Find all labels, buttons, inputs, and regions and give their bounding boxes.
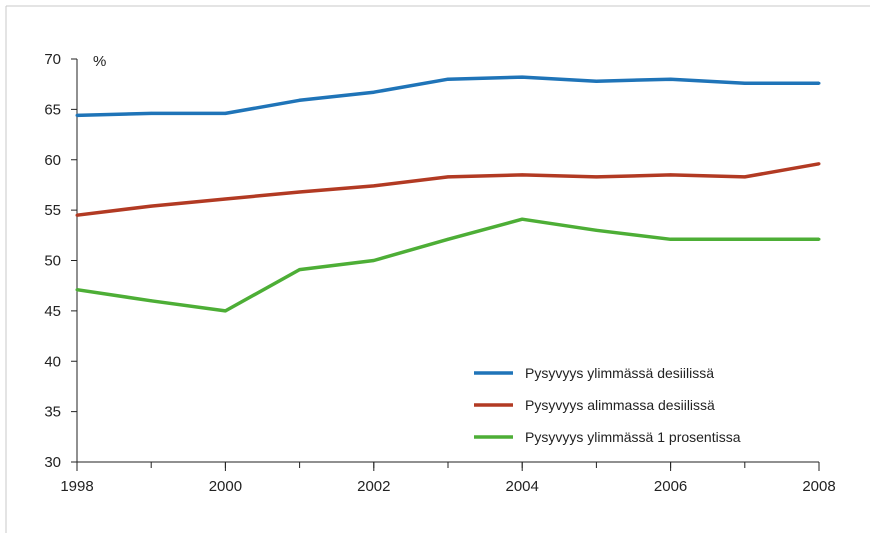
x-tick-label: 2006 (654, 478, 687, 495)
data-point (743, 81, 747, 85)
data-point (149, 204, 153, 208)
data-point (743, 175, 747, 179)
axes: 30 35 40 45 50 55 60 65 70 1998 2000 2002 2004 2006 20… (44, 51, 835, 495)
series-line-3 (76, 217, 819, 313)
data-point (223, 197, 227, 201)
data-point (372, 90, 376, 94)
legend-label-3: Pysyvyys ylimmässä 1 prosentissa (525, 429, 741, 445)
legend-label-1: Pysyvyys ylimmässä desiilissä (525, 365, 714, 381)
y-tick-label: 40 (44, 353, 61, 370)
data-point (520, 75, 524, 79)
data-point (446, 77, 450, 81)
data-point (298, 268, 302, 272)
series-line-2 (76, 162, 820, 217)
x-tick-label: 2008 (802, 478, 835, 495)
data-point (372, 259, 376, 262)
x-tick-label: 2004 (506, 478, 539, 495)
y-tick-label: 50 (44, 253, 61, 270)
data-point (149, 299, 153, 303)
x-tick-label: 1998 (60, 478, 93, 495)
data-point (223, 111, 227, 115)
data-point (298, 190, 302, 194)
series-layer (75, 75, 821, 313)
y-tick-label: 65 (44, 101, 61, 118)
data-point (817, 162, 821, 166)
data-point (594, 175, 598, 179)
data-point (75, 288, 79, 292)
data-point (446, 237, 450, 241)
y-tick-label: 55 (44, 202, 61, 219)
data-point (669, 237, 673, 241)
y-tick-label: 70 (44, 51, 61, 68)
data-point (669, 173, 673, 177)
data-point (75, 213, 79, 217)
data-point (669, 77, 673, 81)
legend-label-2: Pysyvyys alimmassa desiilissä (525, 397, 715, 413)
data-point (594, 228, 598, 232)
data-point (817, 81, 821, 85)
data-point (223, 309, 227, 313)
data-point (520, 217, 524, 221)
y-unit-label: % (93, 53, 106, 70)
data-point (817, 237, 821, 241)
series-line-1 (76, 75, 819, 118)
y-tick-label: 45 (44, 303, 61, 320)
x-tick-label: 2000 (209, 478, 242, 495)
data-point (446, 175, 450, 179)
y-tick-label: 35 (44, 404, 61, 421)
y-tick-label: 30 (44, 454, 61, 471)
legend: Pysyvyys ylimmässä desiilissä Pysyvyys al… (474, 365, 741, 445)
y-tick-label: 60 (44, 152, 61, 169)
data-point (520, 173, 524, 177)
data-point (743, 237, 747, 241)
data-point (594, 79, 598, 83)
data-point (75, 113, 79, 117)
data-point (298, 98, 302, 102)
data-point (372, 184, 376, 188)
data-point (149, 111, 153, 115)
x-tick-label: 2002 (357, 478, 390, 495)
